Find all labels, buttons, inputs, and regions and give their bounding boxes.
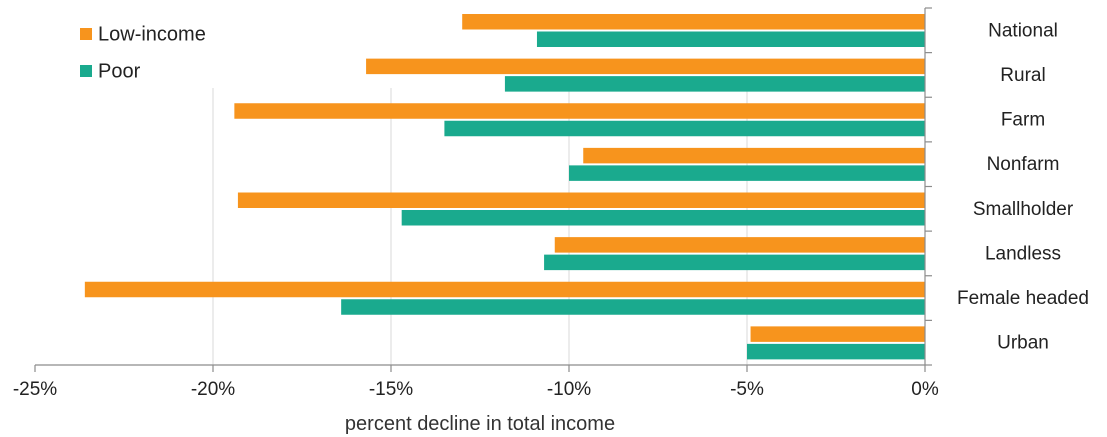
bar-poor-nonfarm	[569, 165, 925, 181]
category-label: Nonfarm	[987, 154, 1060, 175]
category-label: Rural	[1000, 65, 1045, 86]
x-tick-label: -20%	[191, 379, 235, 400]
x-tick-labels: -25% -20% -15% -10% -5% 0%	[13, 379, 939, 400]
bar-poor-female-headed	[341, 299, 925, 315]
category-label: Farm	[1001, 110, 1045, 131]
legend-swatch	[80, 65, 92, 77]
bar-poor-urban	[747, 343, 925, 360]
bars	[84, 14, 926, 360]
bar-poor-smallholder	[401, 210, 925, 226]
bar-low-income-rural	[366, 58, 926, 75]
x-tick-label: -15%	[369, 379, 413, 400]
x-tick-label: -10%	[547, 379, 591, 400]
x-axis-title: percent decline in total income	[345, 413, 615, 435]
bar-low-income-female-headed	[84, 281, 926, 298]
bar-low-income-landless	[554, 237, 925, 253]
category-label: National	[988, 20, 1058, 41]
category-label: Landless	[985, 243, 1061, 264]
category-label: Smallholder	[973, 199, 1074, 220]
legend: Low-income Poor	[80, 23, 206, 82]
bar-low-income-national	[462, 14, 925, 30]
category-label: Urban	[997, 333, 1049, 354]
bar-low-income-smallholder	[237, 192, 926, 208]
x-tick-label: 0%	[911, 379, 939, 400]
legend-swatch	[80, 28, 92, 40]
category-labels: National Rural Farm Nonfarm Smallholder Landl…	[957, 20, 1089, 353]
bar-low-income-nonfarm	[583, 147, 925, 164]
axes	[34, 7, 932, 372]
category-label: Female headed	[957, 288, 1089, 309]
legend-label: Poor	[98, 60, 141, 82]
x-tick-label: -25%	[13, 379, 57, 400]
bar-low-income-farm	[234, 103, 926, 119]
bar-low-income-urban	[750, 326, 925, 342]
bar-poor-landless	[544, 254, 925, 271]
legend-label: Low-income	[98, 23, 206, 45]
x-tick-label: -5%	[730, 379, 764, 400]
bar-poor-farm	[444, 120, 925, 137]
bar-poor-national	[536, 31, 925, 47]
bar-poor-rural	[504, 76, 925, 92]
